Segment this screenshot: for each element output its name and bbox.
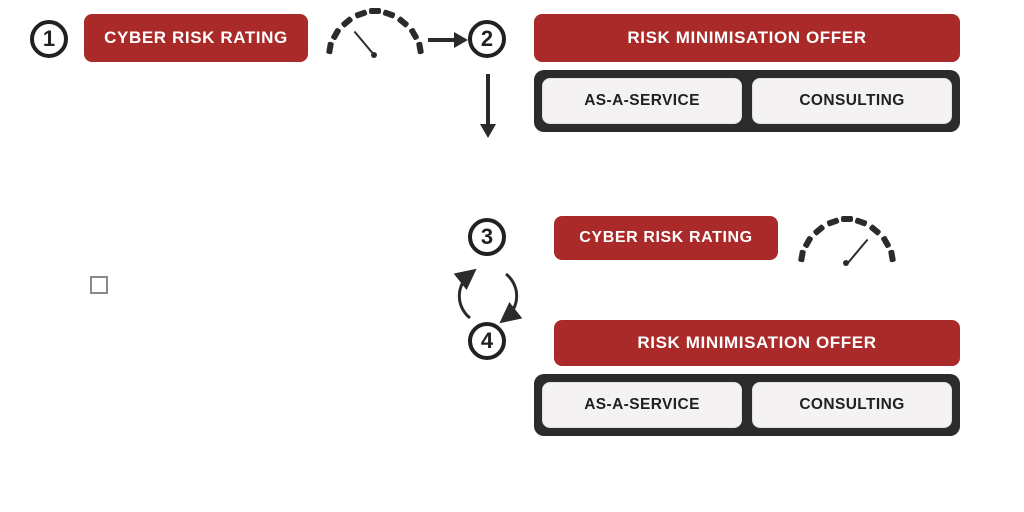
step-4-panel-item-2: CONSULTING — [752, 382, 952, 428]
step-4-label: RISK MINIMISATION OFFER — [554, 320, 960, 366]
step-2-panel-item-1: AS-A-SERVICE — [542, 78, 742, 124]
step-4-panel-item-2-text: CONSULTING — [799, 396, 904, 414]
step-2-number: 2 — [481, 26, 493, 52]
step-4-panel-item-1: AS-A-SERVICE — [542, 382, 742, 428]
arrow-1-to-2-icon — [428, 38, 456, 42]
cycle-arrows-icon — [452, 260, 524, 332]
step-2-panel: AS-A-SERVICE CONSULTING — [534, 70, 960, 132]
step-3-number: 3 — [481, 224, 493, 250]
step-2-label: RISK MINIMISATION OFFER — [534, 14, 960, 62]
step-4-panel-item-1-text: AS-A-SERVICE — [584, 396, 700, 414]
step-1-label: CYBER RISK RATING — [84, 14, 308, 62]
square-marker-icon — [90, 276, 108, 294]
gauge-2-icon — [794, 214, 898, 266]
step-3-label: CYBER RISK RATING — [554, 216, 778, 260]
gauge-1-icon — [322, 6, 426, 58]
step-4-panel: AS-A-SERVICE CONSULTING — [534, 374, 960, 436]
step-1-label-text: CYBER RISK RATING — [104, 28, 288, 48]
step-1-number: 1 — [43, 26, 55, 52]
arrow-2-down-icon — [486, 74, 490, 126]
step-3-label-text: CYBER RISK RATING — [579, 229, 752, 247]
step-2-circle: 2 — [468, 20, 506, 58]
step-2-label-text: RISK MINIMISATION OFFER — [627, 28, 866, 48]
step-1-circle: 1 — [30, 20, 68, 58]
step-2-panel-item-2: CONSULTING — [752, 78, 952, 124]
step-3-circle: 3 — [468, 218, 506, 256]
step-4-label-text: RISK MINIMISATION OFFER — [637, 333, 876, 353]
step-2-panel-item-1-text: AS-A-SERVICE — [584, 92, 700, 110]
step-2-panel-item-2-text: CONSULTING — [799, 92, 904, 110]
